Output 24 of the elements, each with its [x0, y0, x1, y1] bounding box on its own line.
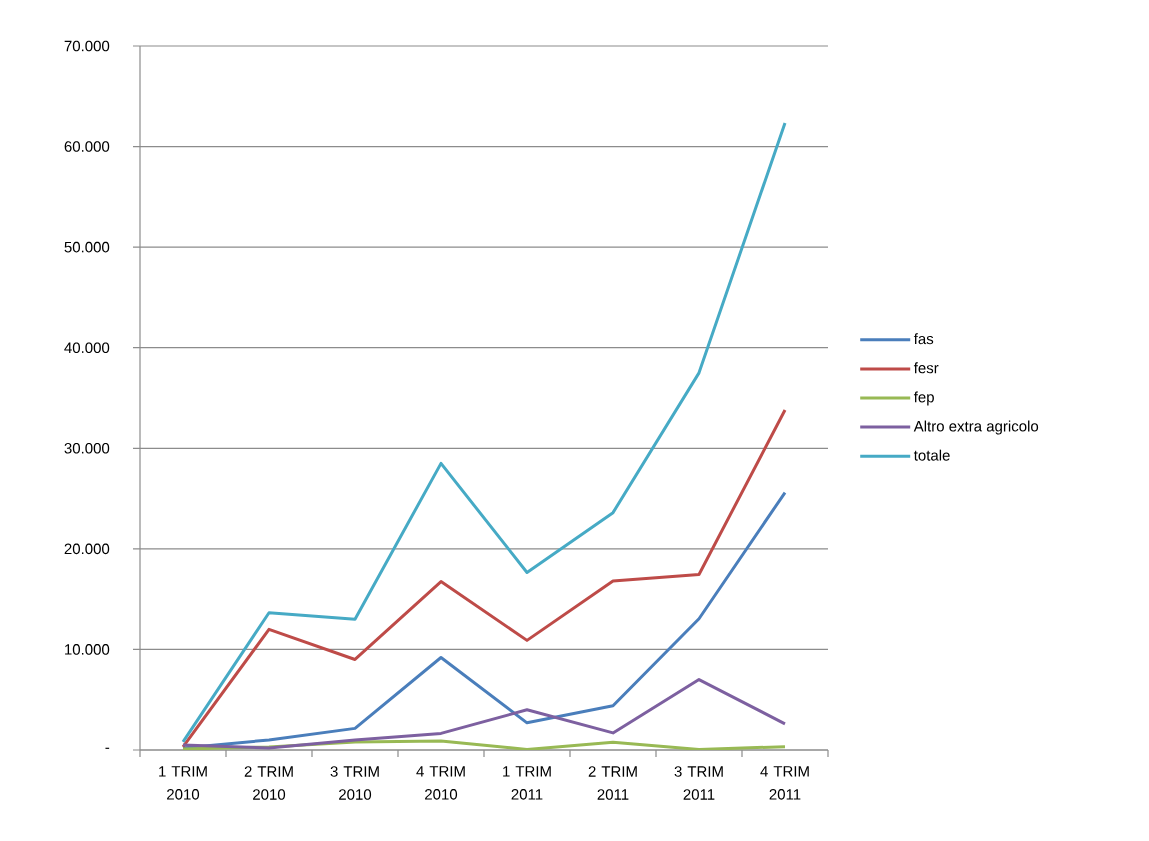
y-tick-label: 60.000 — [64, 141, 110, 152]
legend-label: fesr — [913, 362, 939, 374]
x-tick-label: 2 TRIM 2010 — [244, 766, 293, 800]
legend-label: totale — [913, 449, 950, 461]
line-series — [181, 408, 787, 749]
legend-label: fas — [913, 333, 934, 345]
y-tick-label: 50.000 — [64, 241, 110, 253]
y-tick-label: 10.000 — [65, 644, 110, 655]
x-tick-label: 4 TRIM 2010 — [416, 766, 465, 800]
y-tick-label: - — [105, 747, 110, 749]
line-series — [181, 678, 787, 750]
x-tick-label: 1 TRIM 2011 — [503, 766, 551, 800]
x-tick-label: 4 TRIM 2011 — [760, 766, 809, 800]
x-tick-label: 2 TRIM 2011 — [588, 766, 637, 800]
y-tick-label: 40.000 — [64, 342, 110, 354]
y-tick-label: 20.000 — [64, 543, 110, 555]
legend-label: fep — [913, 391, 934, 406]
y-tick-label: 30.000 — [64, 442, 110, 454]
x-tick-label: 3 TRIM 2010 — [330, 766, 379, 800]
legend-label: Altro extra agricolo — [913, 420, 1039, 435]
y-tick-label: 70.000 — [64, 40, 110, 52]
x-tick-label: 1 TRIM 2010 — [159, 766, 207, 800]
line-series — [181, 121, 787, 744]
x-tick-label: 3 TRIM 2011 — [674, 766, 723, 800]
